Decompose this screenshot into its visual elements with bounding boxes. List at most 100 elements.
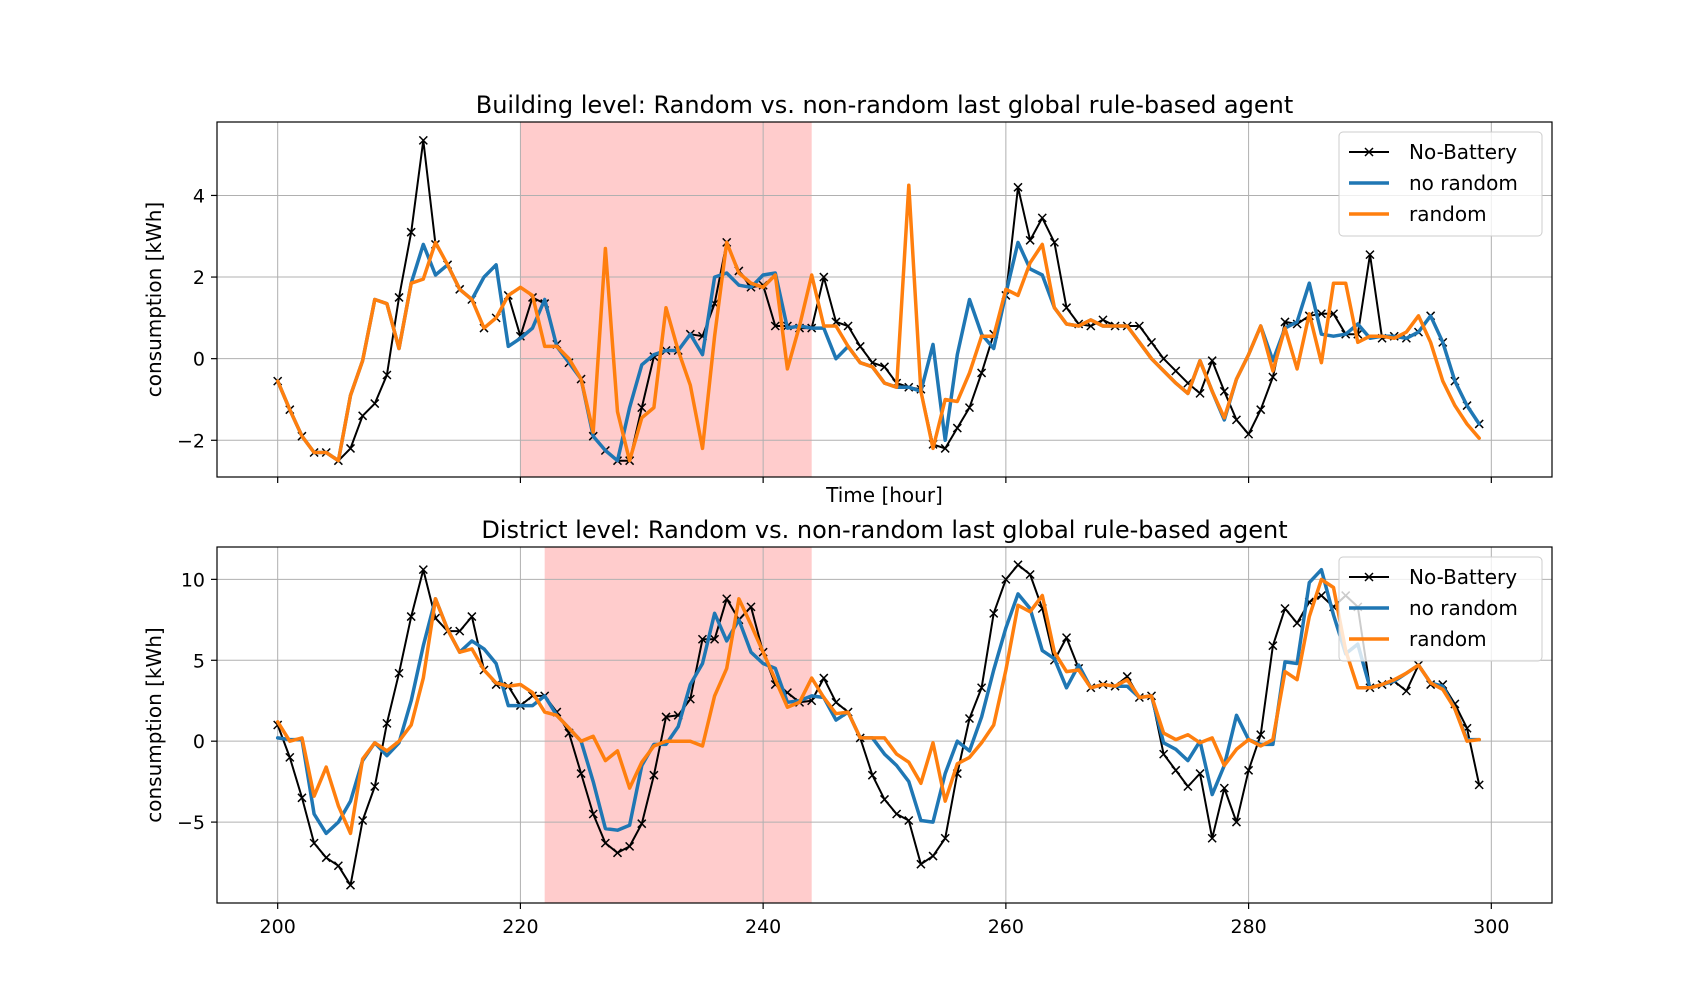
data-point-marker: [649, 770, 659, 780]
x-tick-label: 240: [745, 916, 781, 938]
legend-label: no random: [1409, 596, 1518, 620]
data-point-marker: [952, 423, 962, 433]
data-point-marker: [1256, 730, 1266, 740]
data-point-marker: [1122, 671, 1132, 681]
data-point-marker: [612, 848, 623, 858]
y-tick-label: 4: [193, 185, 205, 207]
data-point-marker: [637, 403, 647, 413]
data-point-marker: [1244, 765, 1254, 775]
legend-label: random: [1409, 627, 1487, 651]
legend: No-Battery no random random: [1338, 556, 1543, 662]
panel-district: 200 220 240 260 280 300 −5 0 5 10 District level: …: [142, 516, 1553, 938]
data-point-marker: [710, 634, 720, 644]
legend-marker: [1364, 572, 1374, 582]
axes-frame: [216, 121, 1553, 478]
y-tick-label: −5: [177, 812, 205, 834]
legend-label: No-Battery: [1409, 140, 1517, 164]
chart-title: District level: Random vs. non-random la…: [481, 516, 1287, 544]
data-point-marker: [1219, 386, 1229, 396]
y-tick-label: −2: [177, 430, 205, 452]
data-point-marker: [831, 697, 841, 707]
series-group: [273, 560, 1484, 890]
data-point-marker: [892, 809, 902, 819]
data-point-marker: [1025, 569, 1035, 580]
legend-box: [1338, 131, 1543, 237]
axes-frame: [216, 546, 1553, 904]
data-point-marker: [1365, 250, 1375, 260]
data-point-marker: [722, 594, 732, 604]
data-point-marker: [1280, 603, 1290, 614]
data-point-marker: [879, 794, 890, 804]
data-point-marker: [1134, 321, 1144, 331]
data-point-marker: [940, 833, 950, 843]
data-point-marker: [394, 292, 404, 302]
data-point-marker: [904, 815, 914, 826]
data-point-marker: [1268, 641, 1278, 651]
y-tick-label: 10: [181, 569, 205, 591]
data-point-marker: [588, 809, 598, 819]
data-point-marker: [746, 602, 756, 612]
data-point-marker: [370, 399, 380, 409]
data-point-marker: [964, 713, 974, 724]
data-point-marker: [1146, 337, 1157, 347]
data-point-marker: [879, 362, 890, 372]
data-point-marker: [1098, 315, 1108, 325]
data-point-marker: [467, 612, 477, 622]
series-group: [273, 135, 1484, 466]
data-point-marker: [770, 321, 780, 331]
x-axis-label: Time [hour]: [825, 483, 943, 507]
data-point-marker: [1195, 388, 1205, 398]
data-point-marker: [321, 853, 331, 863]
legend-marker: [1364, 147, 1374, 157]
data-point-marker: [1219, 783, 1229, 793]
y-tick-label: 5: [193, 650, 205, 672]
data-point-marker: [867, 770, 877, 780]
data-point-marker: [418, 565, 428, 575]
data-point-marker: [940, 443, 950, 453]
data-point-marker: [843, 321, 853, 331]
data-point-marker: [1207, 356, 1217, 366]
data-point-marker: [661, 712, 671, 722]
data-point-marker: [345, 880, 356, 890]
y-tick-label: 0: [193, 349, 205, 371]
data-point-marker: [1159, 354, 1169, 364]
data-point-marker: [358, 815, 368, 826]
x-tick-label: 280: [1230, 916, 1266, 938]
data-point-marker: [285, 752, 295, 762]
data-point-marker: [1474, 780, 1484, 790]
legend: No-Battery no random random: [1338, 131, 1543, 237]
y-axis-label: consumption [kWh]: [142, 627, 166, 823]
data-point-marker: [406, 227, 416, 237]
data-point-marker: [1025, 235, 1035, 245]
data-point-marker: [819, 272, 829, 282]
data-point-marker: [418, 135, 428, 145]
data-point-marker: [989, 608, 999, 618]
x-tick-label: 200: [260, 916, 296, 938]
x-tick-label: 260: [988, 916, 1024, 938]
data-point-marker: [1183, 781, 1193, 792]
data-point-marker: [1231, 415, 1241, 425]
data-point-marker: [1280, 317, 1290, 327]
data-point-marker: [1171, 366, 1181, 376]
data-point-marker: [977, 368, 987, 378]
data-point-marker: [358, 411, 368, 421]
legend-label: random: [1409, 202, 1487, 226]
chart-title: Building level: Random vs. non-random la…: [476, 91, 1294, 119]
data-point-marker: [964, 403, 974, 413]
series-line-no-random: [275, 567, 1481, 836]
data-point-marker: [928, 851, 938, 861]
data-point-marker: [382, 370, 392, 380]
data-point-marker: [1195, 769, 1205, 779]
data-point-marker: [333, 861, 343, 871]
data-point-marker: [1401, 686, 1411, 696]
data-point-marker: [1159, 749, 1169, 759]
data-point-marker: [576, 769, 586, 779]
data-point-marker: [1244, 429, 1254, 439]
legend-label: no random: [1409, 171, 1518, 195]
data-point-marker: [1037, 213, 1047, 223]
panel-building: −2 0 2 4 Building level: Random vs. non-rand…: [142, 91, 1553, 507]
data-point-marker: [819, 673, 829, 683]
data-point-marker: [1171, 765, 1181, 775]
data-point-marker: [394, 668, 404, 678]
